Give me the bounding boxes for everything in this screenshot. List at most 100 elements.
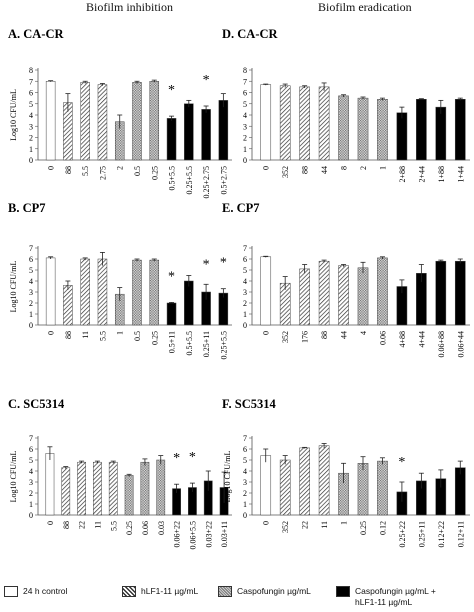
x-tick-label: 352	[281, 521, 290, 533]
bar	[80, 82, 90, 161]
x-tick-label: 0.03+22	[204, 521, 213, 548]
bar	[124, 475, 134, 516]
x-tick-label: 0	[46, 521, 55, 525]
chart-title: A. CA-CR	[8, 27, 65, 41]
x-tick-label: 0.06+88	[437, 331, 446, 358]
x-tick-label: 88	[320, 331, 329, 339]
x-tick-label: 0.25+11	[202, 331, 211, 357]
x-tick-label: 0.06	[378, 331, 387, 345]
x-tick-label: 88	[301, 166, 310, 174]
bar	[260, 84, 272, 161]
bar	[80, 258, 90, 326]
x-tick-label: 5.5	[109, 521, 118, 531]
chart-title: E. CP7	[222, 201, 260, 215]
y-tick-label: 5	[29, 266, 33, 275]
y-axis-label: Log10 CFU/mL	[9, 450, 18, 502]
bar	[149, 81, 160, 161]
y-tick-label: 8	[29, 66, 33, 75]
y-tick-label: 7	[29, 244, 33, 253]
bar	[45, 257, 56, 326]
chart-panel: D. CA-CR 0 1 2 3 4 5 6 7 8 0 352 88 44 8 2 1 2+88 2+44 1+88…	[222, 27, 470, 183]
y-tick-label: 7	[243, 244, 247, 253]
x-tick-label: 0.25+5.5	[219, 331, 228, 360]
y-tick-label: 6	[29, 255, 33, 264]
y-tick-label: 3	[29, 288, 33, 297]
x-tick-label: 0.25+5.5	[185, 166, 194, 195]
legend-label: 24 h control	[23, 586, 68, 596]
bar	[149, 259, 160, 326]
y-tick-label: 1	[243, 145, 247, 154]
x-tick-label: 88	[64, 166, 73, 174]
legend-item-control: 24 h control	[4, 586, 67, 597]
legend-swatch-crosshatch	[218, 586, 232, 597]
x-tick-label: 44	[320, 166, 329, 174]
y-tick-label: 2	[243, 134, 247, 143]
y-tick-label: 3	[29, 478, 33, 487]
x-tick-label: 0	[262, 166, 271, 170]
x-tick-label: 352	[281, 331, 290, 343]
x-tick-label: 0.06	[141, 521, 150, 535]
x-tick-label: 0.12+11	[456, 521, 465, 547]
bar	[97, 258, 108, 326]
x-tick-label: 0.5	[133, 166, 142, 176]
x-tick-label: 0.03	[157, 521, 166, 535]
y-tick-label: 2	[243, 489, 247, 498]
y-tick-label: 7	[29, 77, 33, 86]
y-tick-label: 4	[243, 111, 247, 120]
bar	[63, 285, 73, 326]
x-tick-label: 0.25+2.75	[202, 166, 211, 199]
significance-star: *	[189, 450, 196, 465]
x-tick-label: 4+88	[398, 331, 407, 348]
x-tick-label: 2	[359, 166, 368, 170]
bar	[156, 459, 166, 516]
chart-title: D. CA-CR	[222, 27, 279, 41]
x-tick-label: 0.5+5.5	[168, 166, 177, 191]
bar	[357, 97, 369, 161]
bar	[132, 82, 142, 161]
y-axis-label: Log10 CFU/mL	[9, 260, 18, 312]
x-tick-label: 22	[301, 521, 310, 529]
bar	[377, 460, 388, 516]
y-tick-label: 3	[243, 288, 247, 297]
bar	[318, 86, 330, 161]
bar	[184, 103, 194, 161]
bar	[416, 99, 427, 161]
x-tick-label: 11	[320, 521, 329, 529]
significance-star: *	[398, 455, 405, 470]
y-tick-label: 4	[29, 467, 33, 476]
y-tick-label: 0	[243, 321, 247, 330]
bar	[108, 461, 118, 516]
y-tick-label: 7	[243, 77, 247, 86]
bar	[218, 100, 229, 161]
x-tick-label: 0.5+2.75	[219, 166, 228, 195]
bar	[77, 461, 86, 516]
chart-panel: A. CA-CR Log10 CFU/mL 0 1 2 3 4 5 6 7 8 0 88 5.5 2.75 2…	[8, 27, 232, 199]
y-tick-label: 2	[29, 489, 33, 498]
bar	[357, 463, 369, 516]
y-axis-label: Log10 CFU/mL	[9, 89, 18, 141]
x-tick-label: 0.06+22	[173, 521, 182, 548]
legend-label: hLF1-11 µg/mL	[141, 586, 199, 596]
x-tick-label: 176	[301, 331, 310, 343]
y-tick-label: 4	[243, 277, 247, 286]
x-tick-label: 0.03+11	[220, 521, 229, 547]
significance-star: *	[173, 451, 180, 466]
x-tick-label: 5.5	[81, 166, 90, 176]
y-tick-label: 0	[29, 156, 33, 165]
y-tick-label: 1	[243, 500, 247, 509]
x-tick-label: 0.25+22	[398, 521, 407, 548]
y-tick-label: 4	[29, 111, 33, 120]
bar	[45, 453, 55, 516]
y-tick-label: 5	[243, 266, 247, 275]
y-tick-label: 2	[243, 299, 247, 308]
significance-star: *	[168, 269, 175, 284]
x-tick-label: 1+88	[437, 166, 446, 183]
bar	[61, 467, 71, 516]
x-tick-label: 1	[378, 166, 387, 170]
significance-star: *	[203, 257, 210, 272]
y-tick-label: 1	[29, 145, 33, 154]
legend-item-hlf: hLF1-11 µg/mL	[122, 586, 198, 597]
bar	[454, 467, 466, 516]
chart-title: C. SC5314	[8, 397, 65, 411]
